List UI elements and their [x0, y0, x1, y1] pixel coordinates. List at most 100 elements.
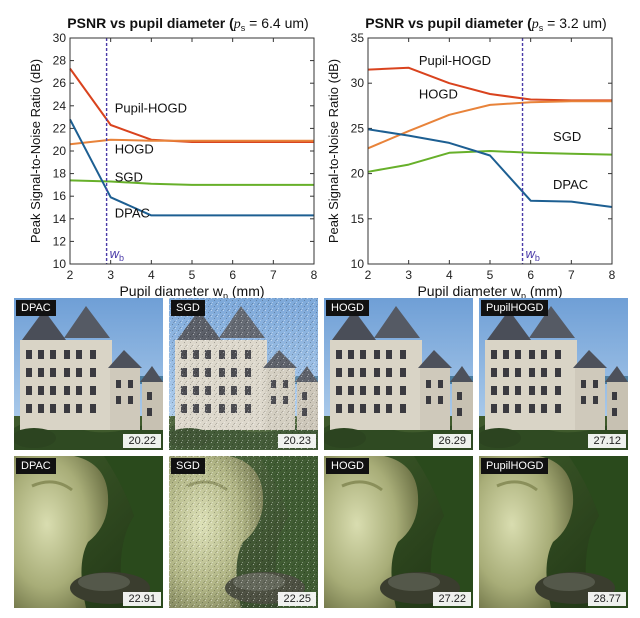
psnr-value: 20.23	[278, 434, 316, 448]
y-tick-label: 30	[351, 76, 365, 90]
title-symbol: p	[233, 17, 241, 32]
x-tick-label: 5	[487, 268, 494, 282]
xlabel-unit: (mm)	[526, 283, 563, 299]
psnr-value: 27.12	[588, 434, 626, 448]
creature-image	[324, 456, 473, 608]
xlabel-main: Pupil diameter w	[417, 283, 521, 299]
series-line-sgd	[367, 150, 613, 173]
x-tick-label: 5	[189, 268, 196, 282]
y-tick-label: 30	[53, 31, 67, 45]
y-tick-label: 20	[351, 167, 365, 181]
series-line-hogd	[367, 100, 612, 150]
y-axis-label: Peak Signal-to-Noise Ratio (dB)	[326, 59, 341, 243]
title-main: PSNR vs pupil diameter (	[365, 15, 532, 31]
wb-label-sub: b	[119, 253, 124, 263]
xlabel-main: Pupil diameter w	[119, 283, 223, 299]
y-tick-label: 15	[351, 212, 365, 226]
castle-tile-sgd: SGD 20.23	[169, 298, 318, 450]
castle-image	[479, 298, 628, 450]
chart-psnr-3-2um: 10 15 20 25 30 35 2 3 4 5 6 7 8 Pupil-HOGD HOGD SGD DPAC…	[326, 15, 616, 300]
castle-tile-hogd: HOGD 26.29	[324, 298, 473, 450]
y-tick-label: 24	[53, 99, 67, 113]
y-tick-label: 10	[53, 257, 67, 271]
y-tick-label: 12	[53, 234, 67, 248]
method-label: PupilHOGD	[481, 458, 549, 474]
castle-image	[324, 298, 473, 450]
x-axis-label: Pupil diameter wp (mm)	[417, 283, 562, 300]
series-line-hogd	[69, 138, 314, 146]
psnr-value: 26.29	[433, 434, 471, 448]
y-tick-label: 18	[53, 167, 67, 181]
method-label: HOGD	[326, 300, 369, 316]
psnr-value: 27.22	[433, 592, 471, 606]
title-symbol: p	[531, 17, 539, 32]
series-line-pupil-hogd	[69, 67, 314, 143]
wb-marker-label: wb	[110, 246, 124, 263]
y-axis-label: Peak Signal-to-Noise Ratio (dB)	[28, 59, 43, 243]
chart-title: PSNR vs pupil diameter (ps = 6.4 um)	[67, 15, 308, 33]
x-tick-label: 2	[365, 268, 372, 282]
y-tick-label: 26	[53, 76, 67, 90]
psnr-value: 20.22	[123, 434, 161, 448]
creature-tile-sgd: SGD 22.25	[169, 456, 318, 608]
x-tick-label: 4	[148, 268, 155, 282]
y-tick-label: 10	[351, 257, 365, 271]
method-label: DPAC	[16, 458, 56, 474]
creature-image	[479, 456, 628, 608]
y-tick-label: 20	[53, 144, 67, 158]
wb-label-main: w	[526, 246, 537, 261]
xlabel-subscript: p	[521, 291, 526, 300]
series-label: Pupil-HOGD	[115, 101, 187, 116]
castle-image	[14, 298, 163, 450]
title-subscript: s	[241, 23, 246, 33]
method-label: SGD	[171, 458, 205, 474]
castle-tile-dpac: DPAC 20.22	[14, 298, 163, 450]
x-tick-label: 7	[270, 268, 277, 282]
series-line-sgd	[69, 179, 314, 186]
series-label: SGD	[553, 129, 581, 144]
xlabel-unit: (mm)	[228, 283, 265, 299]
series-label: SGD	[115, 170, 143, 185]
wb-label-sub: b	[535, 253, 540, 263]
chart-psnr-6-4um: 10 12 14 16 18 20 22 24 26 28 30 2 3 4 5 6 7 8 Pupil-HOGD H…	[28, 15, 318, 300]
castle-image	[169, 298, 318, 450]
method-label: HOGD	[326, 458, 369, 474]
x-tick-label: 8	[609, 268, 616, 282]
psnr-value: 28.77	[588, 592, 626, 606]
method-label: DPAC	[16, 300, 56, 316]
x-tick-label: 7	[568, 268, 575, 282]
x-tick-label: 8	[311, 268, 318, 282]
creature-tile-hogd: HOGD 27.22	[324, 456, 473, 608]
series-label: HOGD	[115, 141, 154, 156]
title-tail: = 3.2 um)	[543, 15, 606, 31]
wb-marker-label: wb	[526, 246, 540, 263]
creature-tile-dpac: DPAC 22.91	[14, 456, 163, 608]
chart-title: PSNR vs pupil diameter (ps = 3.2 um)	[365, 15, 606, 33]
series-label: DPAC	[553, 177, 588, 192]
plot-frame	[69, 37, 315, 265]
title-main: PSNR vs pupil diameter (	[67, 15, 234, 31]
castle-tile-pupilhogd: PupilHOGD 27.12	[479, 298, 628, 450]
creature-tile-pupilhogd: PupilHOGD 28.77	[479, 456, 628, 608]
series-label: HOGD	[419, 87, 458, 102]
creature-image	[14, 456, 163, 608]
x-tick-label: 4	[446, 268, 453, 282]
method-label: PupilHOGD	[481, 300, 549, 316]
series-label: Pupil-HOGD	[419, 53, 491, 68]
x-tick-label: 3	[405, 268, 412, 282]
x-tick-label: 6	[229, 268, 236, 282]
title-tail: = 6.4 um)	[245, 15, 308, 31]
method-label: SGD	[171, 300, 205, 316]
x-tick-label: 6	[527, 268, 534, 282]
xlabel-subscript: p	[223, 291, 228, 300]
x-tick-label: 3	[107, 268, 114, 282]
psnr-value: 22.25	[278, 592, 316, 606]
series-line-dpac	[69, 118, 314, 217]
x-tick-label: 2	[67, 268, 74, 282]
title-subscript: s	[539, 23, 544, 33]
plot-area	[70, 38, 314, 264]
y-tick-label: 14	[53, 212, 67, 226]
x-axis-label: Pupil diameter wp (mm)	[119, 283, 264, 300]
plot-frame	[367, 37, 613, 265]
